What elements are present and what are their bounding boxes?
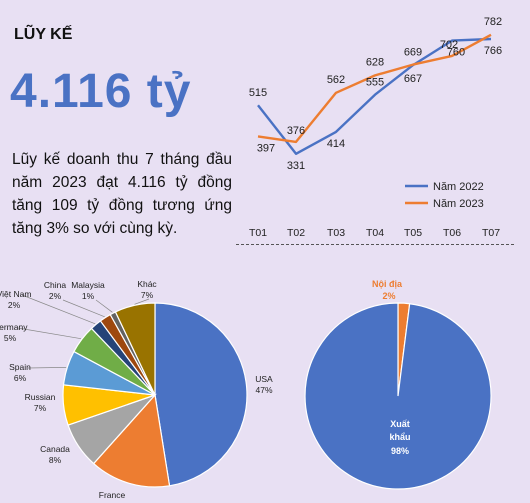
data-label-2022-t04: 555 (366, 77, 384, 89)
country-leader-line-4 (27, 367, 67, 369)
country-slice-9 (114, 302, 156, 396)
market-slice-1 (304, 302, 492, 490)
x-tick-label-t01: T01 (249, 227, 267, 239)
country-pct-3: 7% (34, 403, 47, 413)
country-pct-9: 7% (141, 290, 154, 300)
country-pct-8: 1% (82, 291, 95, 301)
monthly-revenue-line-chart: 515 331 414 555 667 760 766 397 376 562 628 669 702 7… (249, 16, 502, 239)
revenue-description: Lũy kế doanh thu 7 tháng đầu năm 2023 đạ… (12, 151, 232, 237)
country-slice-0 (154, 302, 248, 487)
data-label-2023-t02: 376 (287, 125, 305, 137)
x-tick-label-t07: T07 (482, 227, 500, 239)
legend-label-2022: Năm 2022 (433, 181, 484, 193)
data-label-2022-t05: 667 (404, 73, 422, 85)
country-pct-7: 2% (49, 291, 62, 301)
legend-label-2023: Năm 2023 (433, 198, 484, 210)
data-label-2023-t03: 562 (327, 74, 345, 86)
country-leader-line-5 (17, 327, 82, 340)
country-pct-2: 8% (49, 455, 62, 465)
series-line-2022 (257, 37, 492, 156)
series-line-2023 (257, 33, 492, 144)
country-label-3: Russian (25, 392, 56, 402)
dashed-divider (236, 244, 514, 245)
x-tick-label-t05: T05 (404, 227, 422, 239)
country-label-4: Spain (9, 362, 31, 372)
market-label-export-line1: Xuất (390, 419, 410, 429)
country-pct-0: 47% (255, 385, 272, 395)
x-tick-label-t03: T03 (327, 227, 345, 239)
data-label-2023-t06: 702 (440, 39, 458, 51)
data-label-2022-t06: 760 (447, 47, 465, 59)
country-label-2: Canada (40, 444, 70, 454)
market-label-export-line2: khẩu (389, 432, 410, 442)
market-pct-domestic: 2% (382, 291, 395, 301)
data-label-2022-t02: 331 (287, 160, 305, 172)
country-pct-5: 5% (4, 333, 17, 343)
data-label-2023-t01: 397 (257, 142, 275, 154)
x-tick-label-t06: T06 (443, 227, 461, 239)
section-title: LŨY KẾ (14, 26, 73, 43)
country-label-6: Việt Nam (0, 289, 31, 299)
country-label-0: USA (255, 374, 273, 384)
data-label-2023-t04: 628 (366, 56, 384, 68)
data-label-2022-t07: 766 (484, 45, 502, 57)
data-label-2023-t05: 669 (404, 47, 422, 59)
data-label-2022-t01: 515 (249, 87, 267, 99)
country-label-8: Malaysia (71, 280, 105, 290)
country-label-5: Germany (0, 322, 28, 332)
country-pct-6: 2% (8, 300, 21, 310)
data-label-2022-t03: 414 (327, 138, 345, 150)
country-leader-line-6 (21, 294, 96, 325)
x-tick-label-t02: T02 (287, 227, 305, 239)
market-label-domestic: Nội địa (372, 279, 403, 289)
market-pct-export: 98% (391, 446, 409, 456)
country-pct-4: 6% (14, 373, 27, 383)
data-label-2023-t07: 782 (484, 16, 502, 28)
country-leader-line-9 (134, 298, 150, 305)
country-leader-line-7 (62, 299, 105, 318)
x-tick-label-t04: T04 (366, 227, 384, 239)
country-label-7: China (44, 280, 66, 290)
cumulative-revenue-value: 4.116 tỷ (10, 65, 192, 118)
country-slice-1 (92, 393, 171, 488)
country-label-9: Khác (137, 279, 157, 289)
country-leader-line-8 (95, 299, 113, 313)
country-label-1: France (99, 490, 126, 500)
